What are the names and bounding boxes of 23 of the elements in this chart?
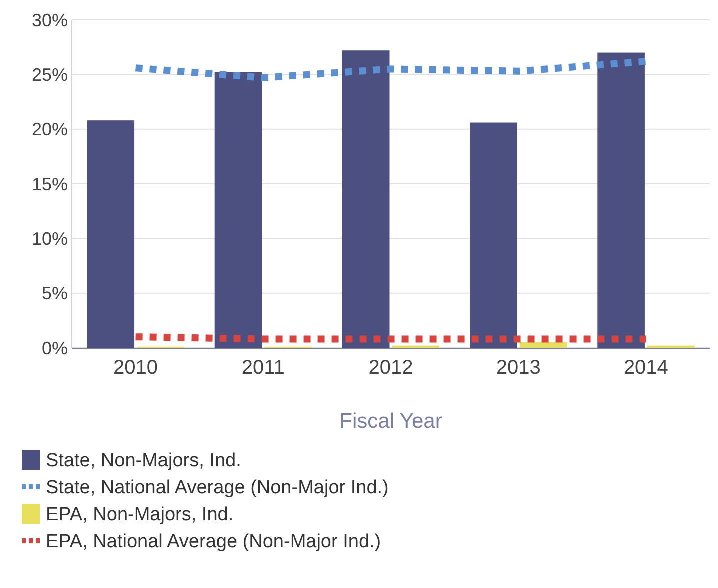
- x-tick-label: 2014: [624, 357, 668, 379]
- bar: [214, 72, 262, 348]
- y-tick-label: 30%: [32, 10, 68, 30]
- y-tick-label: 0%: [42, 338, 68, 358]
- x-axis-title: Fiscal Year: [340, 410, 442, 433]
- x-tick-label: 2010: [114, 357, 158, 379]
- x-tick-label: 2012: [368, 357, 414, 379]
- x-tick-label: 2011: [242, 357, 285, 379]
- legend-label: EPA, Non-Majors, Ind.: [46, 504, 234, 526]
- y-tick-label: 25%: [32, 64, 68, 85]
- y-tick-label: 10%: [32, 228, 68, 249]
- x-tick-label: 2013: [496, 357, 541, 379]
- bar: [520, 342, 568, 348]
- bar: [87, 120, 135, 348]
- legend-label: State, National Average (Non-Major Ind.): [46, 478, 389, 499]
- y-tick-label: 20%: [32, 120, 68, 140]
- legend-label: EPA, National Average (Non-Major Ind.): [46, 532, 382, 553]
- bar: [470, 122, 518, 348]
- y-tick-label: 15%: [32, 174, 68, 194]
- bar: [342, 50, 390, 348]
- legend-label: State, Non-Majors, Ind.: [46, 450, 242, 472]
- y-tick-label: 5%: [42, 284, 68, 304]
- bar: [598, 52, 645, 348]
